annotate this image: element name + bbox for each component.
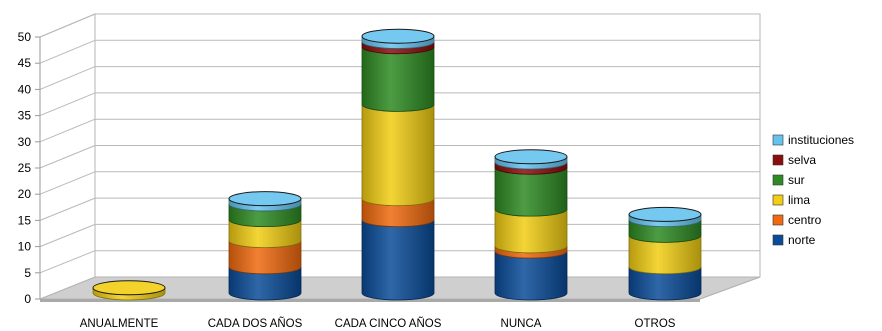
bar-segment-norte <box>361 219 435 301</box>
legend-label-sur: sur <box>788 173 805 187</box>
bar-segment-sur <box>361 46 435 112</box>
legend-swatch-instituciones <box>772 134 784 146</box>
y-tick-label: 50 <box>18 30 32 44</box>
bar-top-cap <box>228 191 302 207</box>
y-axis-ticks: 0 5 10 15 20 25 30 35 40 45 50 <box>18 30 41 306</box>
legend-label-centro: centro <box>788 213 822 227</box>
bar-stack <box>228 191 302 301</box>
y-tick-label: 35 <box>18 109 32 123</box>
gridline-side <box>39 92 96 117</box>
bar-top-cap <box>361 28 435 44</box>
y-tick-label: 25 <box>18 161 32 175</box>
x-category-label: ANUALMENTE <box>80 318 159 330</box>
bars <box>92 28 702 301</box>
legend-label-instituciones: instituciones <box>788 133 854 147</box>
y-tick-label: 20 <box>18 187 32 201</box>
y-tick-label: 10 <box>18 240 32 254</box>
bar-segment-lima <box>361 104 435 207</box>
bar-top-cap <box>628 206 702 222</box>
bar-top-cap <box>494 149 568 165</box>
y-tick-label: 45 <box>18 56 32 70</box>
gridline-side <box>39 13 96 38</box>
legend-swatch-sur <box>772 174 784 186</box>
legend-swatch-norte <box>772 234 784 246</box>
y-tick-label: 40 <box>18 82 32 96</box>
gridline-side <box>39 223 96 248</box>
x-category-label: CADA CINCO AÑOS <box>335 317 442 330</box>
legend-swatch-lima <box>772 194 784 206</box>
gridline-side <box>39 39 96 64</box>
legend-label-norte: norte <box>788 233 816 247</box>
legend-swatch-selva <box>772 154 784 166</box>
bar-stack <box>361 28 435 301</box>
gridline-side <box>39 145 96 169</box>
bar-stack <box>628 206 702 301</box>
bar-stack <box>494 149 568 301</box>
gridline-side <box>39 197 96 221</box>
legend-label-lima: lima <box>788 193 810 207</box>
y-tick-label: 0 <box>24 292 31 306</box>
legend: instituciones selva sur lima centro norte <box>772 133 854 247</box>
x-axis-labels: ANUALMENTE CADA DOS AÑOS CADA CINCO AÑOS NU… <box>80 317 676 330</box>
x-category-label: NUNCA <box>501 318 542 330</box>
bar-stack <box>92 280 166 301</box>
y-tick-label: 5 <box>24 266 31 280</box>
x-category-label: CADA DOS AÑOS <box>208 317 303 330</box>
y-tick-label: 15 <box>18 213 32 227</box>
x-category-label: OTROS <box>635 318 676 330</box>
bar-top-cap <box>92 280 166 296</box>
y-tick-label: 30 <box>18 135 32 149</box>
gridline-side <box>39 171 96 195</box>
gridline-side <box>39 250 96 274</box>
legend-swatch-centro <box>772 214 784 226</box>
gridline-side <box>39 66 96 90</box>
gridline-side <box>39 118 96 143</box>
chart-floor-right-edge <box>699 276 761 300</box>
legend-label-selva: selva <box>788 153 816 167</box>
